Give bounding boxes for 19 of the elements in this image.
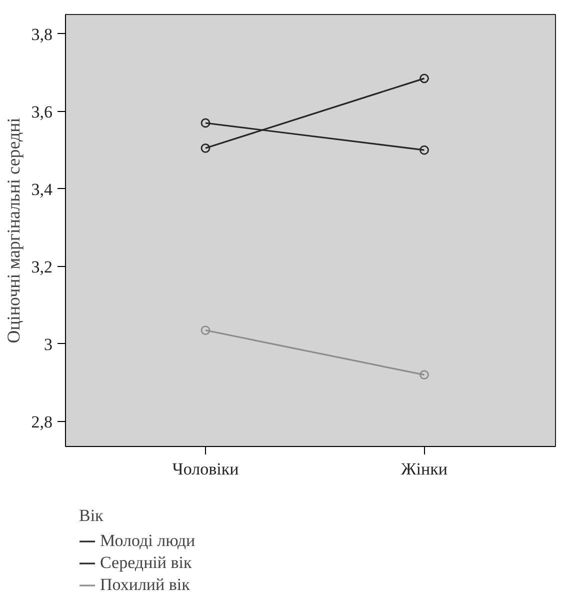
x-tick-label: Жінки [401, 460, 448, 478]
point [200, 118, 210, 128]
legend-label: Молоді люди [100, 531, 196, 551]
legend-title: Вік [79, 506, 104, 526]
y-tick-label: 3 [44, 334, 52, 354]
x-tick-label: Чоловіки [172, 460, 239, 478]
y-tick-label: 3,4 [31, 180, 53, 199]
legend-label: Похилий вік [100, 575, 190, 595]
point [420, 74, 429, 84]
point [420, 145, 429, 155]
y-tick-label: 2,8 [31, 412, 52, 432]
y-axis-title: Оціночні маргінальні середні [3, 118, 24, 344]
point [200, 143, 210, 153]
point [420, 370, 429, 380]
y-tick-label: 3,6 [31, 102, 52, 122]
y-tick-label: 3,8 [31, 24, 52, 44]
point [200, 326, 210, 335]
y-tick-label: 3,2 [31, 257, 52, 276]
legend-label: Середній вік [100, 553, 192, 573]
